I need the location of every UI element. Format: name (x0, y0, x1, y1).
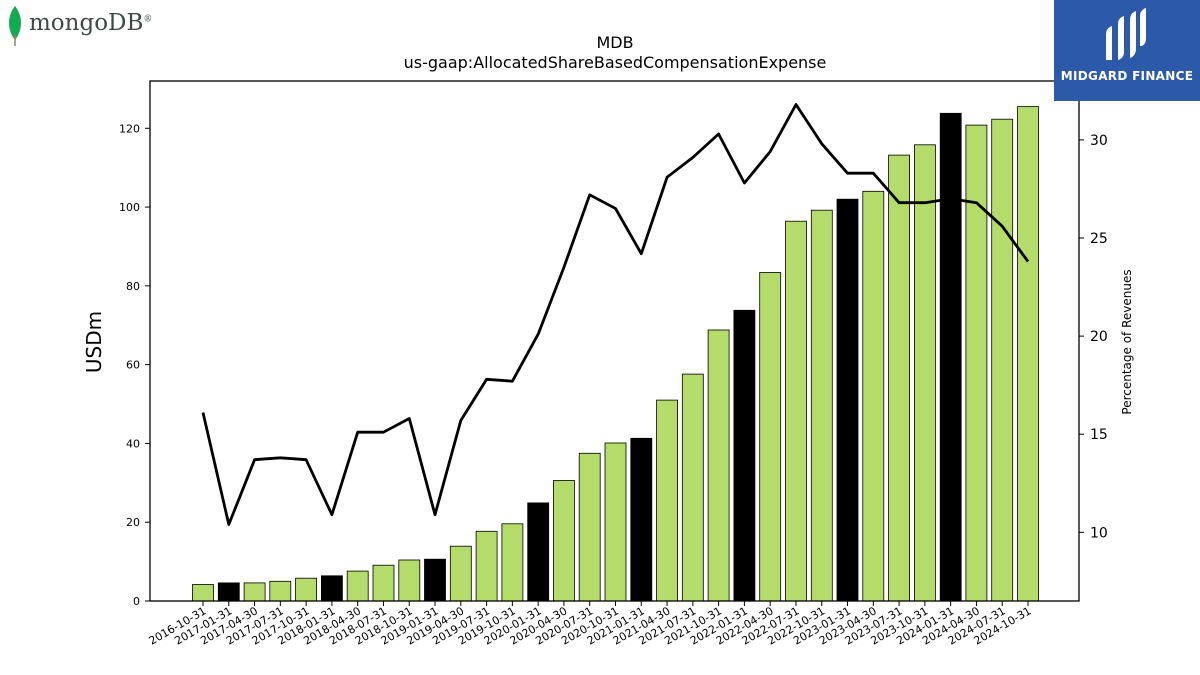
bar-2024-07-31 (991, 118, 1014, 602)
left-tick-label: 120 (119, 122, 140, 135)
bar-2020-04-30 (553, 480, 575, 602)
right-tick-label: 25 (1090, 231, 1108, 247)
left-tick-label: 60 (126, 359, 140, 372)
right-tick-label: 20 (1090, 329, 1108, 345)
bar-2023-07-31 (888, 154, 910, 602)
bar-2019-10-31 (501, 523, 524, 602)
chart-title: MDB (596, 33, 634, 52)
bar-2020-07-31 (578, 452, 601, 602)
left-tick-label: 20 (126, 516, 140, 529)
x-axis-ticks: 2016-10-312017-01-312017-04-302017-07-31… (147, 601, 1034, 648)
bar-2023-01-31 (836, 198, 859, 602)
bar-2017-04-30 (243, 582, 266, 602)
bar-2022-07-31 (785, 220, 807, 602)
y2-axis-label: Percentage of Revenues (1120, 269, 1134, 414)
bar-2024-04-30 (965, 124, 988, 602)
right-tick-label: 10 (1090, 525, 1108, 541)
bar-2020-10-31 (604, 442, 627, 602)
bar-2018-10-31 (398, 559, 421, 602)
bar-2022-04-30 (759, 272, 782, 602)
mongodb-logo: mongoDB® (4, 4, 164, 48)
bar-2018-01-31 (320, 575, 343, 602)
left-tick-label: 40 (126, 437, 140, 450)
bar-2024-10-31 (1017, 106, 1039, 602)
bar-2017-01-31 (217, 582, 240, 602)
bar-2019-07-31 (475, 530, 498, 602)
bar-2017-10-31 (295, 577, 318, 602)
bar-2019-01-31 (424, 558, 446, 602)
bar-2024-01-31 (939, 112, 962, 602)
left-tick-label: 0 (133, 595, 140, 608)
bar-2016-10-31 (192, 584, 214, 602)
bar-series (192, 106, 1039, 602)
left-tick-label: 100 (119, 201, 140, 214)
bar-2018-04-30 (346, 570, 369, 602)
bar-2019-04-30 (449, 545, 472, 602)
left-axis-ticks: 0 20 40 60 80 100 120 (119, 122, 150, 608)
mongodb-wordmark: mongoDB® (29, 10, 153, 36)
bar-2021-07-31 (681, 373, 704, 602)
bar-2021-04-30 (656, 399, 678, 602)
right-axis-ticks: 10 15 20 25 30 (1079, 133, 1108, 541)
bar-2023-04-30 (862, 190, 885, 602)
leaf-icon (9, 6, 21, 46)
bar-2022-10-31 (810, 209, 833, 602)
bar-2017-07-31 (269, 580, 292, 602)
bar-2020-01-31 (527, 502, 550, 602)
right-tick-label: 30 (1090, 133, 1108, 149)
bar-2018-07-31 (372, 564, 395, 602)
right-tick-label: 15 (1090, 427, 1108, 443)
y-axis-label: USDm (82, 311, 106, 373)
midgard-finance-logo: MIDGARD FINANCE (1054, 0, 1200, 101)
bar-2022-01-31 (733, 309, 756, 602)
chart-subtitle: us-gaap:AllocatedShareBasedCompensationE… (403, 53, 827, 72)
plot-frame (149, 80, 1080, 602)
bar-2021-01-31 (630, 437, 653, 602)
midgard-emblem-icon (1106, 8, 1146, 60)
midgard-wordmark: MIDGARD FINANCE (1060, 69, 1194, 83)
bar-2021-10-31 (707, 329, 730, 602)
percentage-line (201, 103, 1030, 526)
left-tick-label: 80 (126, 280, 140, 293)
bar-2023-10-31 (914, 144, 936, 602)
